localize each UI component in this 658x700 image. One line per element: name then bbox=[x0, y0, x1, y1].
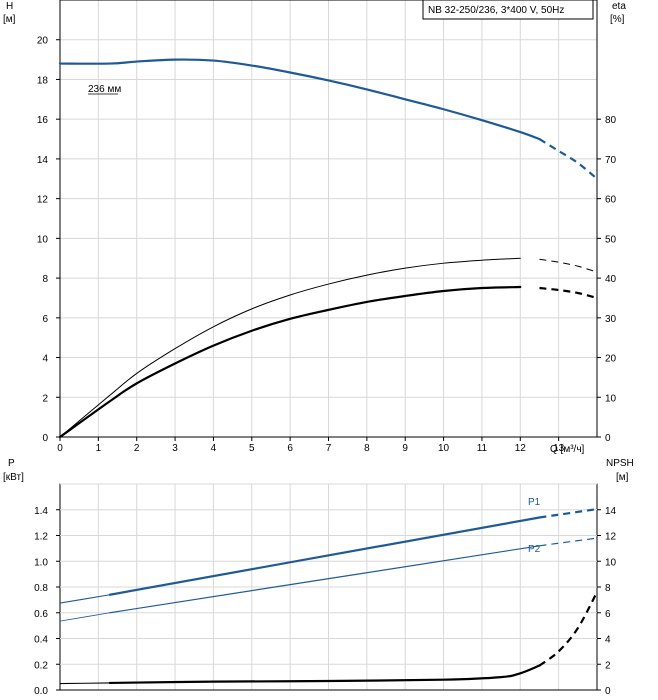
x-tick-label: 12 bbox=[515, 443, 527, 454]
upper-y-left-title-1: H bbox=[6, 1, 13, 12]
lower-y-left-tick: 1.0 bbox=[34, 557, 48, 568]
lower-y-right-tick: 2 bbox=[605, 660, 611, 671]
upper-y-left-tick: 2 bbox=[42, 393, 48, 404]
upper-y-left-tick: 0 bbox=[42, 433, 48, 444]
x-tick-label: 3 bbox=[172, 443, 178, 454]
upper-y-left-tick: 12 bbox=[37, 195, 49, 206]
upper-y-left-tick: 10 bbox=[37, 234, 49, 245]
lower-y-left-tick: 0.0 bbox=[34, 686, 48, 697]
upper-efficiency-thin-dashed bbox=[539, 258, 598, 273]
lower-y-right-tick: 12 bbox=[605, 532, 617, 543]
chart-title: NB 32-250/236, 3*400 V, 50Hz bbox=[428, 5, 564, 16]
lower-npsh-line bbox=[108, 664, 541, 685]
x-tick-label: 4 bbox=[211, 443, 217, 454]
x-tick-label: 7 bbox=[326, 443, 332, 454]
x-tick-label: 9 bbox=[402, 443, 408, 454]
lower-y-right-title-1: NPSH bbox=[606, 458, 634, 469]
upper-y-right-tick: 40 bbox=[605, 274, 617, 285]
x-tick-label: 0 bbox=[57, 443, 63, 454]
lower-p1-dashed bbox=[539, 508, 598, 519]
lower-y-left-title-2: [кВт] bbox=[3, 472, 24, 483]
upper-y-right-tick: 30 bbox=[605, 314, 617, 325]
x-axis-title: Q [м³/ч] bbox=[550, 444, 585, 455]
lower-y-right-title-2: [м] bbox=[616, 472, 629, 483]
upper-y-left-title-2: [м] bbox=[3, 14, 16, 25]
lower-y-left-tick: 0.6 bbox=[34, 609, 48, 620]
upper-y-left-tick: 8 bbox=[42, 274, 48, 285]
x-tick-label: 8 bbox=[364, 443, 370, 454]
p1-label: P1 bbox=[528, 497, 541, 508]
x-tick-label: 2 bbox=[134, 443, 140, 454]
lower-y-right-tick: 4 bbox=[605, 635, 611, 646]
upper-efficiency-bold-dashed bbox=[539, 286, 598, 300]
title-box bbox=[422, 0, 594, 20]
labels-layer: 0 1 2 3 4 5 6 7 8 9 10 11 12 130246810121416182001020… bbox=[34, 36, 616, 697]
upper-y-left-tick: 20 bbox=[37, 36, 49, 47]
lower-y-right-tick: 14 bbox=[605, 506, 617, 517]
upper-grid bbox=[59, 0, 598, 438]
head-annotation: 236 мм bbox=[88, 84, 121, 95]
upper-y-left-tick: 4 bbox=[42, 354, 48, 365]
lower-y-left-tick: 1.2 bbox=[34, 532, 48, 543]
lower-y-left-tick: 0.8 bbox=[34, 583, 48, 594]
lower-y-left-tick: 1.4 bbox=[34, 506, 48, 517]
x-tick-label: 13 bbox=[553, 443, 565, 454]
lower-p1-line bbox=[108, 516, 541, 596]
lower-p2-dashed bbox=[539, 537, 598, 547]
series-layer bbox=[58, 58, 598, 685]
upper-y-left-tick: 18 bbox=[37, 75, 49, 86]
lower-y-right-tick: 10 bbox=[605, 557, 617, 568]
x-tick-label: 11 bbox=[477, 443, 488, 454]
upper-y-right-title-2: [%] bbox=[610, 14, 625, 25]
x-tick-label: 10 bbox=[438, 443, 450, 454]
lower-y-left-tick: 0.4 bbox=[34, 635, 48, 646]
lower-grid bbox=[59, 483, 598, 691]
upper-head-line bbox=[58, 58, 541, 141]
x-tick-label: 6 bbox=[287, 443, 293, 454]
lower-p2-extension bbox=[59, 612, 110, 622]
upper-y-right-tick: 70 bbox=[605, 155, 617, 166]
lower-p2-line bbox=[109, 545, 541, 614]
upper-efficiency-thin-line bbox=[59, 257, 521, 438]
lower-y-right-tick: 0 bbox=[605, 686, 611, 697]
lower-y-right-tick: 6 bbox=[605, 609, 611, 620]
upper-y-left-tick: 16 bbox=[37, 115, 49, 126]
upper-y-right-tick: 60 bbox=[605, 195, 617, 206]
lower-y-left-tick: 0.2 bbox=[34, 660, 48, 671]
lower-npsh-extension bbox=[59, 682, 110, 685]
upper-y-left-tick: 14 bbox=[37, 155, 49, 166]
x-tick-label: 1 bbox=[96, 443, 102, 454]
upper-efficiency-bold-line bbox=[58, 285, 522, 439]
lower-npsh-dashed bbox=[538, 591, 598, 667]
lower-p1-extension bbox=[59, 594, 110, 604]
upper-y-right-tick: 50 bbox=[605, 234, 617, 245]
upper-y-left-tick: 6 bbox=[42, 314, 48, 325]
p2-label: P2 bbox=[528, 544, 541, 555]
upper-y-right-tick: 80 bbox=[605, 115, 617, 126]
lower-y-right-tick: 8 bbox=[605, 583, 611, 594]
upper-y-right-title-1: eta bbox=[612, 1, 626, 12]
lower-y-left-title-1: P bbox=[8, 458, 15, 469]
upper-y-right-tick: 20 bbox=[605, 354, 617, 365]
x-tick-label: 5 bbox=[249, 443, 255, 454]
upper-y-right-tick: 0 bbox=[605, 433, 611, 444]
upper-y-right-tick: 10 bbox=[605, 393, 617, 404]
